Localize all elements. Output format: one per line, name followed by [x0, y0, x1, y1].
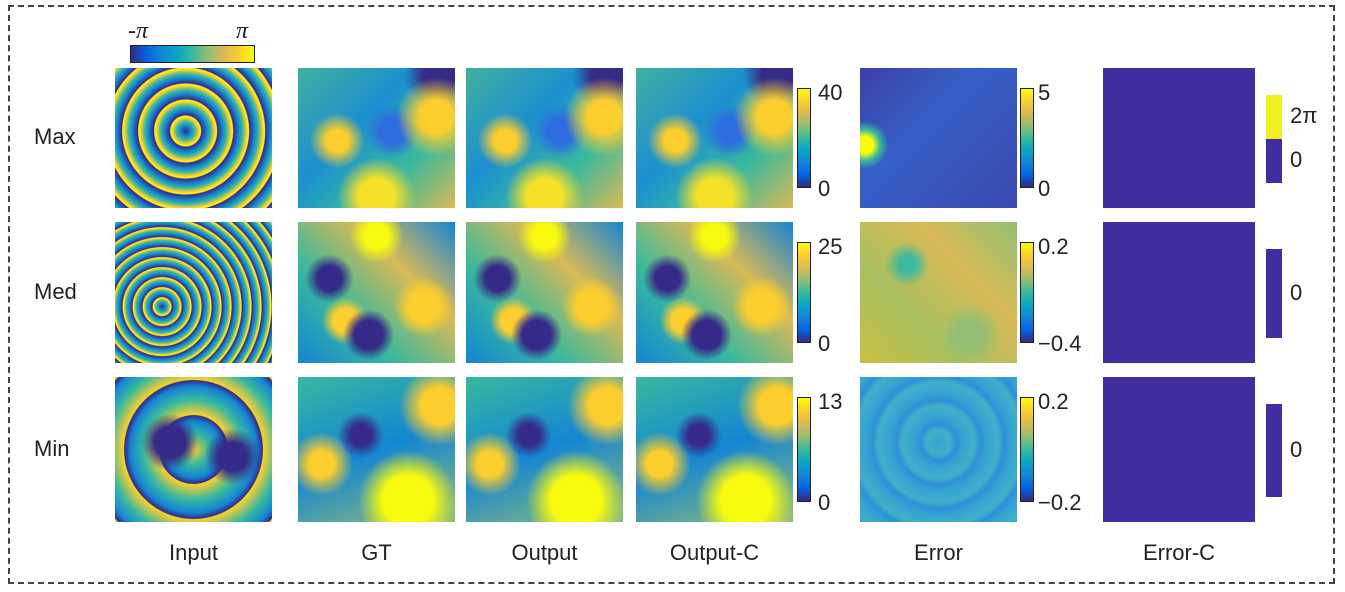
image-panel: [636, 68, 793, 208]
colorbar: [1266, 249, 1282, 338]
phase-max-label: π: [236, 18, 249, 44]
colorbar: [797, 397, 811, 502]
column-label: Error: [914, 540, 963, 565]
colorbar-label: 0: [1290, 436, 1303, 462]
column-label: Output: [511, 540, 578, 565]
colorbar: [1020, 88, 1034, 188]
colorbar: [797, 88, 811, 188]
column-label: Input: [169, 540, 218, 565]
colorbar-min: 0: [818, 176, 831, 201]
colorbar-min: 0: [818, 490, 831, 515]
row-label: Max: [34, 124, 76, 149]
image-panel: [636, 222, 793, 363]
colorbar: [797, 242, 811, 343]
phase-min-label: -π: [128, 18, 149, 44]
image-panel: [1103, 222, 1255, 363]
image-panel: [1103, 377, 1255, 522]
colorbar-max: 0.2: [1038, 389, 1069, 414]
image-panel: [115, 377, 272, 522]
colorbar-min: −0.2: [1038, 490, 1082, 515]
colorbar-label: 0: [1290, 279, 1303, 305]
colorbar-max: 5: [1038, 80, 1051, 105]
image-panel: [115, 68, 272, 208]
image-panel: [298, 377, 455, 522]
image-panel: [860, 222, 1017, 363]
image-panel: [1103, 68, 1255, 208]
image-panel: [298, 68, 455, 208]
image-panel: [860, 68, 1017, 208]
image-panel: [466, 222, 623, 363]
image-panel: [115, 222, 272, 363]
colorbar-label it: 2π: [1290, 103, 1318, 128]
image-panel: [466, 377, 623, 522]
colorbar: [1020, 397, 1034, 502]
phase-colorbar: [130, 45, 255, 63]
image-panel: [636, 377, 793, 522]
dashed-frame: [8, 5, 1335, 584]
colorbar-max: 13: [818, 389, 843, 414]
column-label: GT: [361, 540, 392, 565]
colorbar-max: 40: [818, 80, 843, 105]
colorbar: [1266, 404, 1282, 497]
column-label: Output-C: [669, 540, 760, 565]
colorbar-min: 0: [818, 331, 831, 356]
colorbar-max: 0.2: [1038, 234, 1069, 259]
column-label: Error-C: [1142, 540, 1216, 565]
image-panel: [298, 222, 455, 363]
row-label: Min: [34, 435, 70, 461]
row-label: Med: [34, 278, 77, 304]
colorbar: [1266, 95, 1282, 183]
colorbar-min: 0: [1038, 176, 1051, 201]
colorbar-label: 0: [1290, 147, 1303, 172]
colorbar-max: 25: [818, 234, 843, 259]
colorbar-min: −0.4: [1038, 331, 1082, 356]
image-panel: [860, 377, 1017, 522]
image-panel: [466, 68, 623, 208]
colorbar: [1020, 242, 1034, 343]
